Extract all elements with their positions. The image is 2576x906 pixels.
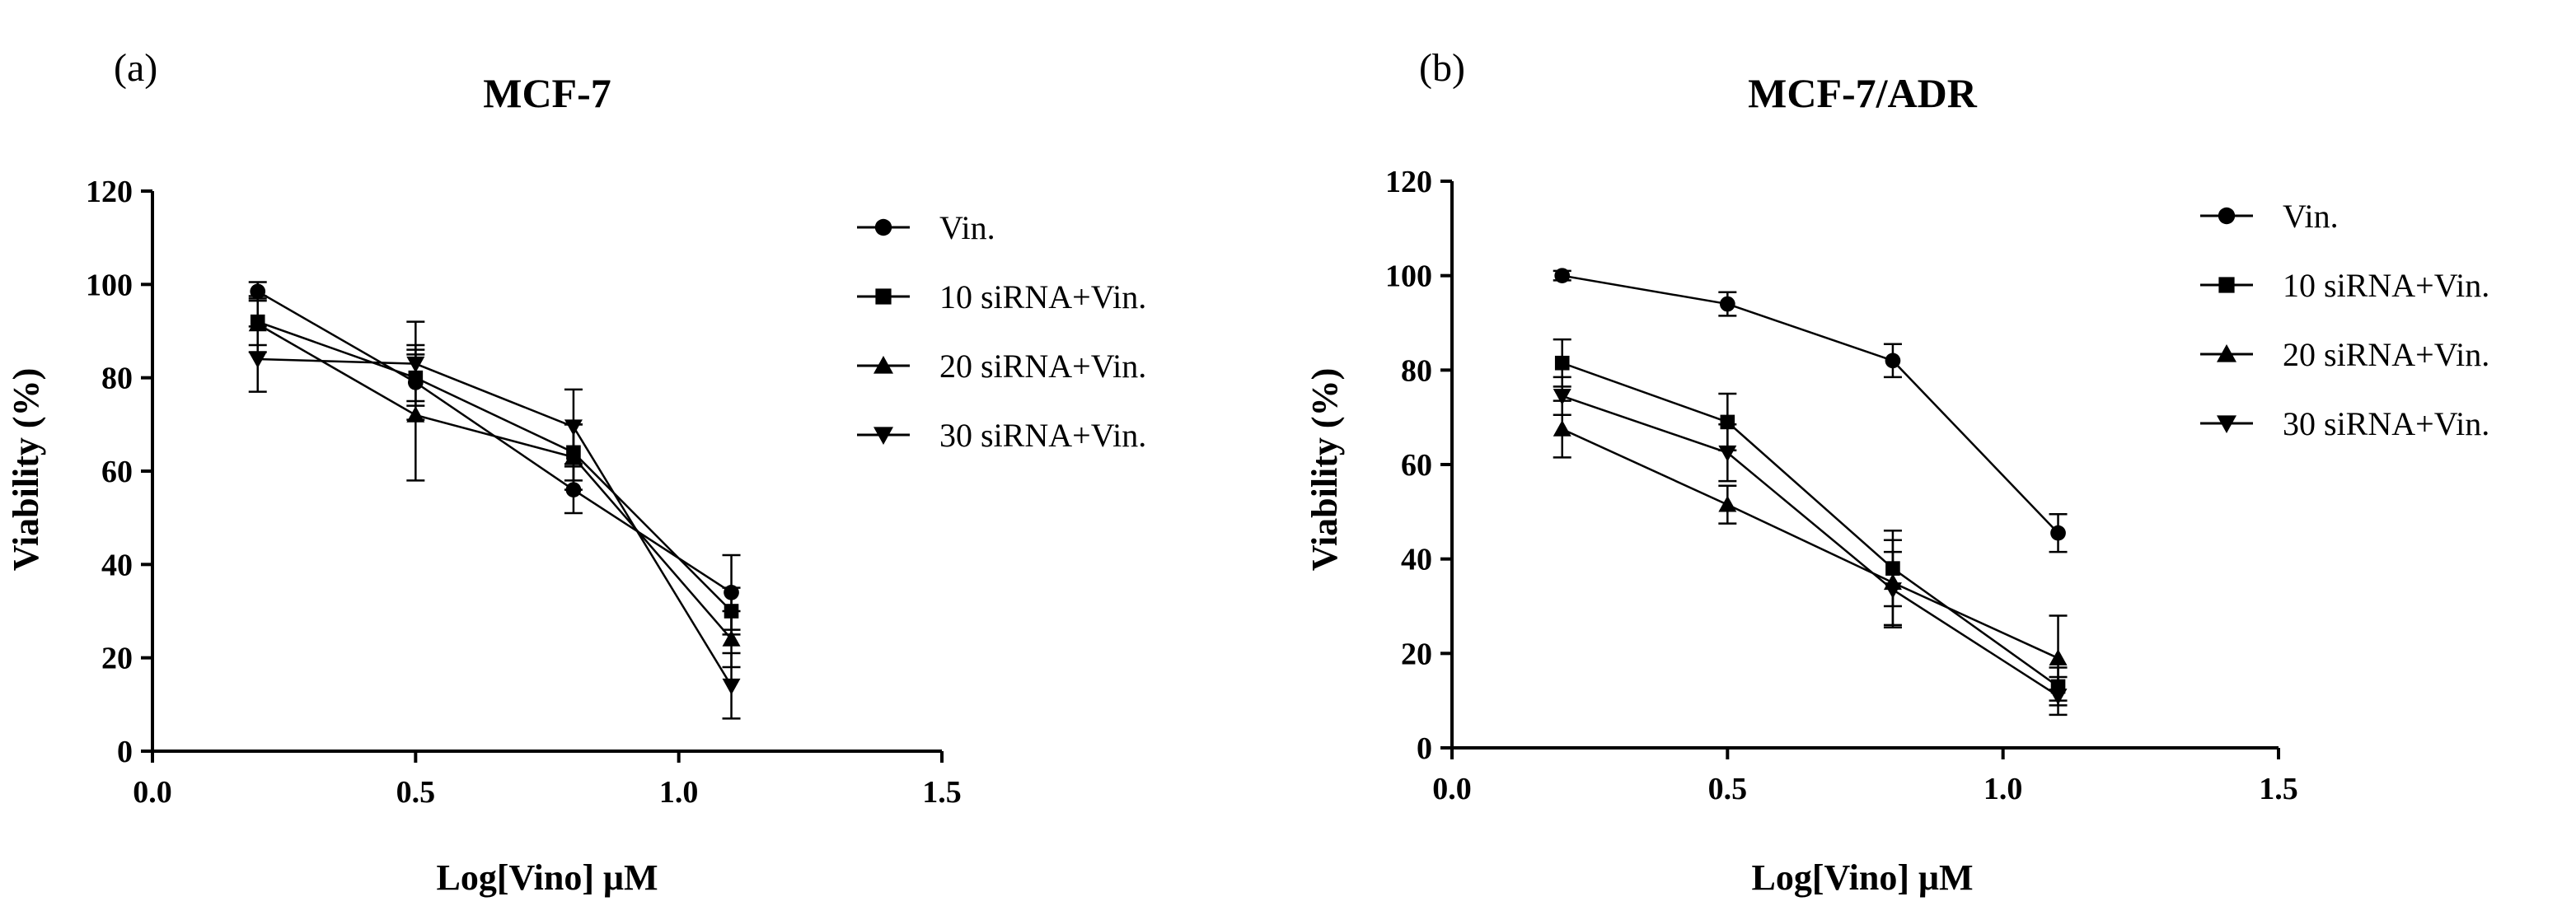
panel-a-series-2-line <box>257 320 733 612</box>
panel-a-legend-label: 20 siRNA+Vin. <box>939 348 1146 385</box>
panel-b-series-3-line <box>1562 427 2059 660</box>
panel-b-legend-entry: 30 siRNA+Vin. <box>2200 405 2489 442</box>
panel-b-y-tick-label: 80 <box>1401 353 1432 388</box>
panel-b-x-tick-label: 1.5 <box>2259 772 2298 806</box>
panel-a-legend-marker <box>873 427 893 445</box>
panel-a-series-4-line <box>257 357 733 687</box>
panel-a-label: (a) <box>114 46 157 90</box>
panel-a-y-tick-label: 100 <box>86 268 133 302</box>
panel-b-series-4-point <box>1718 445 1737 462</box>
panel-b-y-tick-label: 120 <box>1385 165 1432 199</box>
panel-b-series-2-point <box>1554 355 1570 371</box>
panel-b-series-1-point <box>1554 268 1571 284</box>
panel-a-legend-label: Vin. <box>939 209 995 246</box>
panel-b-legend-label: 30 siRNA+Vin. <box>2283 405 2489 442</box>
panel-b-y-axis-label: Viability (%) <box>1304 368 1345 571</box>
panel-a-series-4-point <box>248 352 267 368</box>
panel-a-x-tick-label: 1.0 <box>659 775 699 810</box>
panel-a-y-tick-label: 20 <box>101 642 133 676</box>
panel-a-legend-entry: 10 siRNA+Vin. <box>857 278 1146 315</box>
panel-b-series-4-point <box>1883 582 1902 599</box>
panel-a-series-3-point <box>406 406 425 423</box>
panel-b-y-tick-label: 60 <box>1401 448 1432 483</box>
panel-a-x-tick-label: 0.5 <box>396 775 436 810</box>
panel-b-y-tick-label: 100 <box>1385 259 1432 294</box>
panel-b-legend-label: 20 siRNA+Vin. <box>2283 336 2489 373</box>
panel-b-series-3-point <box>1718 495 1737 512</box>
panel-b-series-4-line <box>1562 395 2059 697</box>
panel-b-label: (b) <box>1419 46 1465 90</box>
panel-a-series-3-point <box>722 630 741 647</box>
panel-a-y-axis-label: Viability (%) <box>6 368 46 571</box>
panel-b-series-1-point <box>1719 296 1735 312</box>
panel-b-legend-marker <box>2217 344 2236 362</box>
panel-a-y-tick-label: 0 <box>117 735 133 769</box>
panel-a-plot-area: 0 20 40 60 80 100 120 0.0 0.5 1.0 1.5 <box>86 175 962 810</box>
panel-a-x-tick-label: 0.0 <box>133 775 172 810</box>
panel-b-y-tick-label: 0 <box>1417 731 1432 766</box>
panel-b: (b) MCF-7/ADR Viability (%) Log[Vino] μM… <box>1304 46 2489 898</box>
panel-b-title: MCF-7/ADR <box>1748 70 1978 116</box>
panel-a-legend: Vin. 10 siRNA+Vin. 20 siRNA+Vin. 30 siRNA+V… <box>857 209 1146 454</box>
panel-a-x-tick-label: 1.5 <box>922 775 962 810</box>
panel-a-series-1-line <box>257 290 733 594</box>
panel-b-legend-marker <box>2218 277 2235 293</box>
panel-b-series-4-point <box>1553 389 1571 405</box>
panel-b-legend-marker <box>2217 415 2236 433</box>
panel-b-plot-area: 0 20 40 60 80 100 120 0.0 0.5 1.0 1.5 <box>1385 165 2298 806</box>
panel-a-series-4-point <box>406 356 425 373</box>
panel-a-x-axis-label: Log[Vino] μM <box>437 857 658 898</box>
panel-b-series-3-point <box>1553 420 1571 437</box>
panel-b-legend: Vin. 10 siRNA+Vin. 20 siRNA+Vin. 30 siRNA+V… <box>2200 198 2489 442</box>
panel-a-y-tick-label: 120 <box>86 175 133 209</box>
panel-a-legend-marker <box>875 288 892 305</box>
panel-a-legend-label: 10 siRNA+Vin. <box>939 278 1146 315</box>
panel-a-legend-marker <box>873 356 893 374</box>
panel-b-series-4-point <box>2049 689 2068 705</box>
panel-a-legend-entry: 20 siRNA+Vin. <box>857 348 1146 385</box>
panel-a-title: MCF-7 <box>483 70 611 116</box>
panel-b-legend-label: Vin. <box>2283 198 2339 235</box>
panel-b-series-2-line <box>1562 362 2059 688</box>
panel-b-x-tick-label: 0.0 <box>1432 772 1472 806</box>
panel-b-x-tick-label: 0.5 <box>1708 772 1748 806</box>
panel-b-series-1-point <box>1885 353 1901 369</box>
panel-b-legend-marker <box>2218 207 2236 225</box>
panel-b-x-axis-label: Log[Vino] μM <box>1752 857 1974 898</box>
panel-a-y-tick-label: 40 <box>101 548 133 582</box>
panel-b-legend-entry: 20 siRNA+Vin. <box>2200 336 2489 373</box>
panel-a: (a) MCF-7 Viability (%) Log[Vino] μM 0 20… <box>6 46 1146 898</box>
panel-a-series-4-point <box>722 678 741 695</box>
panel-b-legend-entry: 10 siRNA+Vin. <box>2200 267 2489 304</box>
panel-b-series-1-line <box>1562 274 2059 534</box>
panel-b-series-3-point <box>2049 649 2068 665</box>
panel-b-legend-entry: Vin. <box>2200 198 2339 235</box>
panel-a-legend-label: 30 siRNA+Vin. <box>939 417 1146 454</box>
panel-a-series-4-point <box>564 419 583 437</box>
panel-a-series-3-line <box>257 323 733 640</box>
panel-b-y-tick-label: 40 <box>1401 543 1432 577</box>
panel-a-y-tick-label: 60 <box>101 455 133 489</box>
panel-b-y-tick-label: 20 <box>1401 637 1432 671</box>
panel-a-legend-marker <box>874 218 892 236</box>
panel-b-legend-label: 10 siRNA+Vin. <box>2283 267 2489 304</box>
panel-a-y-tick-label: 80 <box>101 362 133 396</box>
panel-a-legend-entry: Vin. <box>857 209 995 246</box>
panel-b-series-2-point <box>1720 414 1735 430</box>
panel-b-x-tick-label: 1.0 <box>1984 772 2023 806</box>
panel-b-series-1-point <box>2050 525 2066 541</box>
panel-a-legend-entry: 30 siRNA+Vin. <box>857 417 1146 454</box>
